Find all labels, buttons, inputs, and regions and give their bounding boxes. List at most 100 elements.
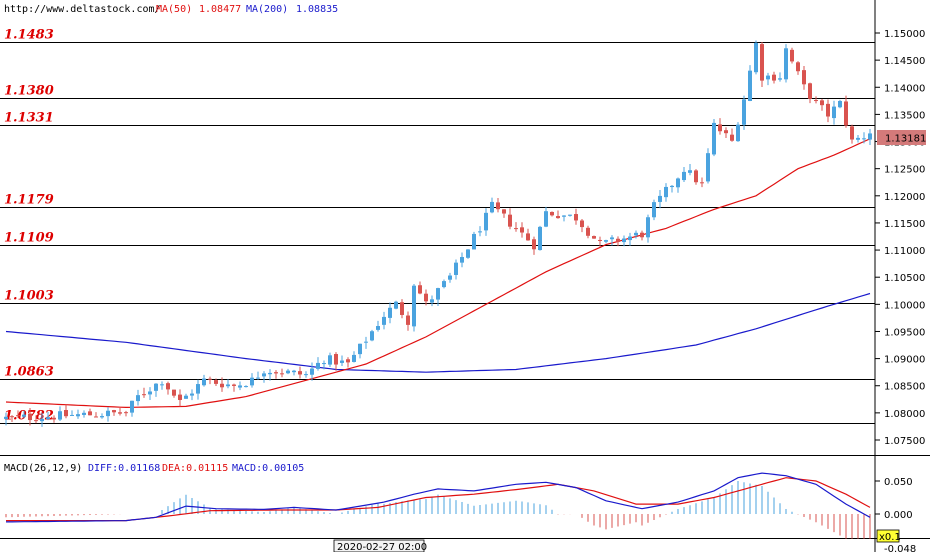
candle-body (190, 393, 194, 396)
candlestick-series (4, 40, 872, 427)
price-tick-label: 1.07500 (884, 436, 925, 447)
candle-body (328, 355, 332, 365)
candle-body (268, 372, 272, 375)
candle-body (106, 410, 110, 417)
ma200-value: 1.08835 (296, 4, 338, 15)
candle-body (214, 380, 218, 384)
candle-body (388, 307, 392, 318)
candle-body (382, 316, 386, 325)
candle-body (40, 418, 44, 422)
macd-tick-zero: 0.000 (884, 510, 913, 521)
ma50-line (5, 138, 871, 409)
candle-body (856, 137, 860, 140)
candle-body (448, 275, 452, 280)
level-label: 1.1331 (4, 111, 54, 126)
candle-body (148, 391, 152, 395)
candle-body (838, 100, 842, 108)
candle-body (286, 370, 290, 374)
macd-tick-high: 0.050 (884, 477, 913, 488)
ma200-label: MA(200) (246, 4, 288, 15)
macd-diff-value: DIFF:0.01168 (88, 463, 160, 474)
candle-body (70, 414, 74, 416)
price-tick-label: 1.14000 (884, 83, 925, 94)
price-tick-label: 1.11000 (884, 246, 925, 257)
candle-body (472, 233, 476, 250)
candle-body (238, 385, 242, 388)
candle-body (760, 44, 764, 81)
candle-body (370, 331, 374, 341)
price-tick-label: 1.15000 (884, 29, 925, 40)
candle-body (718, 124, 722, 132)
macd-multiplier: x0.1 (879, 532, 901, 543)
candle-body (10, 416, 14, 418)
candle-body (442, 281, 446, 288)
candle-body (802, 70, 806, 85)
candle-body (118, 412, 122, 414)
time-cursor-badge (333, 539, 425, 552)
candle-body (430, 299, 434, 303)
candle-body (634, 232, 638, 236)
price-tick-label: 1.12000 (884, 192, 925, 203)
candle-body (256, 377, 260, 379)
candle-body (646, 217, 650, 238)
candle-body (628, 236, 632, 241)
candle-body (520, 227, 524, 233)
candle-body (196, 384, 200, 394)
candle-body (790, 49, 794, 62)
candle-body (712, 122, 716, 155)
candle-body (640, 232, 644, 238)
candle-body (586, 227, 590, 236)
candle-body (340, 360, 344, 363)
candle-body (610, 237, 614, 240)
candle-body (670, 185, 674, 188)
candle-body (454, 262, 458, 275)
source-url: http://www.deltastock.com/ (4, 4, 161, 15)
candle-body (508, 214, 512, 227)
candle-body (796, 62, 800, 72)
macd-diff-path (6, 472, 871, 523)
candle-body (406, 315, 410, 325)
ma200-path (5, 292, 871, 373)
candle-body (244, 386, 248, 388)
price-tick-label: 1.10000 (884, 300, 925, 311)
candle-body (826, 103, 830, 117)
price-tick-label: 1.13500 (884, 110, 925, 121)
candle-body (652, 202, 656, 218)
candle-body (82, 412, 86, 415)
ma50-value: 1.08477 (199, 4, 241, 15)
candle-body (52, 417, 56, 420)
price-tick-label: 1.10500 (884, 273, 925, 284)
candle-body (742, 99, 746, 125)
candle-body (844, 101, 848, 126)
candle-body (784, 48, 788, 80)
candle-body (274, 372, 278, 374)
candle-body (748, 70, 752, 101)
candle-body (178, 394, 182, 400)
candle-body (4, 416, 8, 419)
candle-body (412, 285, 416, 327)
candle-body (736, 124, 740, 142)
candle-body (364, 341, 368, 343)
candle-body (418, 285, 422, 294)
candle-body (502, 209, 506, 214)
level-label: 1.0863 (4, 365, 54, 380)
candle-body (310, 368, 314, 375)
candle-body (598, 239, 602, 241)
candle-body (232, 384, 236, 386)
candle-body (562, 215, 566, 217)
candle-body (22, 414, 26, 417)
candle-body (556, 216, 560, 219)
candle-body (130, 400, 134, 413)
price-tick-label: 1.08000 (884, 409, 925, 420)
candle-body (616, 238, 620, 242)
price-tick-label: 1.08500 (884, 382, 925, 393)
candle-body (832, 106, 836, 119)
candle-body (622, 238, 626, 243)
candle-body (544, 211, 548, 227)
candle-body (730, 134, 734, 141)
candle-body (460, 257, 464, 263)
macd-multiplier-badge (876, 529, 900, 543)
price-tick-label: 1.11500 (884, 219, 925, 230)
candle-body (400, 302, 404, 315)
candle-body (820, 100, 824, 106)
